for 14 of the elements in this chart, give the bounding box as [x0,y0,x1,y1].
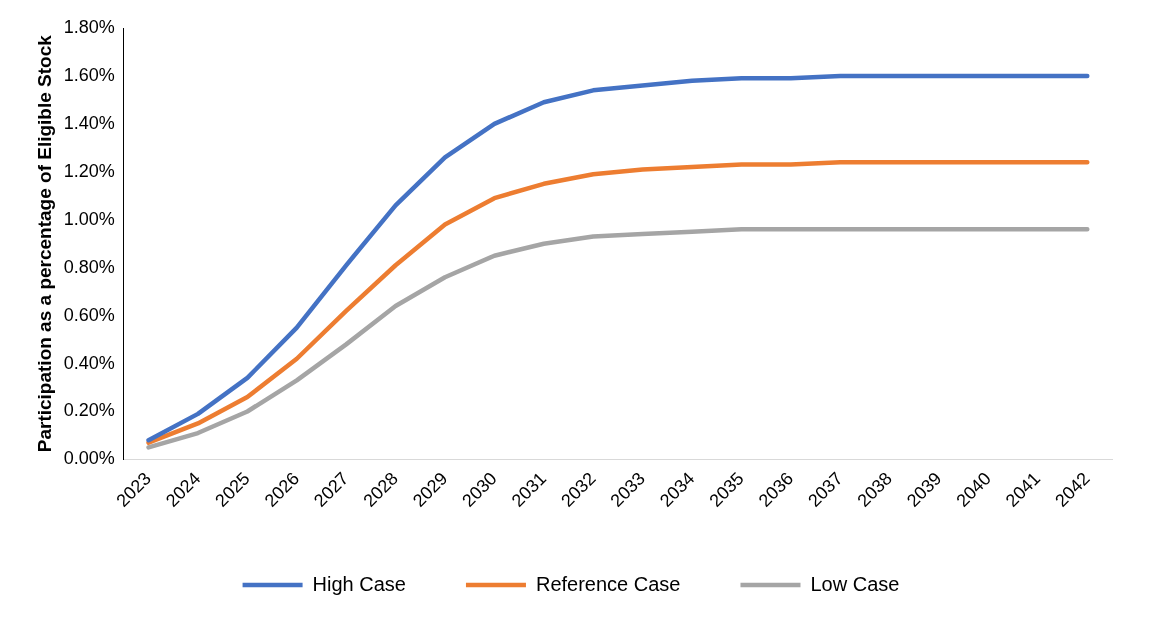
y-tick-label: 1.80% [63,16,115,37]
y-tick-label: 0.60% [63,304,115,325]
y-tick-label: 0.00% [63,448,115,469]
legend-label: Low Case [810,572,900,595]
y-tick-label: 0.80% [63,256,115,277]
legend-label: Reference Case [535,572,681,595]
y-axis-title: Participation as a percentage of Eligible Stock [33,34,55,453]
y-tick-label: 1.00% [63,208,115,229]
y-tick-label: 1.60% [63,64,115,85]
y-tick-label: 0.20% [63,400,115,421]
y-tick-label: 1.20% [63,160,115,181]
legend-label: High Case [312,572,406,595]
y-tick-label: 1.40% [63,112,115,133]
y-tick-label: 0.40% [63,352,115,373]
